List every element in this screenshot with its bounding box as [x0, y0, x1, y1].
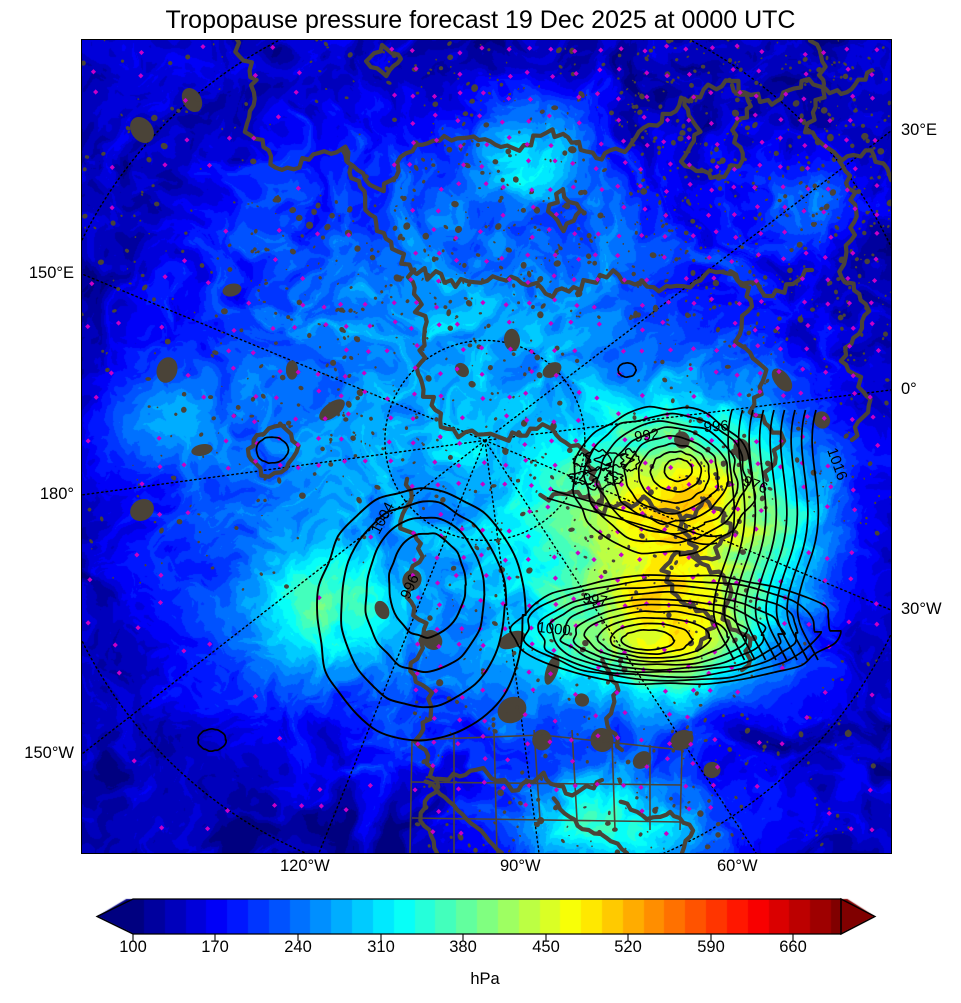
svg-text:992: 992: [633, 426, 660, 446]
svg-text:997: 997: [581, 590, 608, 610]
svg-text:996: 996: [703, 417, 729, 436]
svg-text:1000: 1000: [537, 619, 572, 639]
svg-text:1004: 1004: [368, 499, 399, 536]
